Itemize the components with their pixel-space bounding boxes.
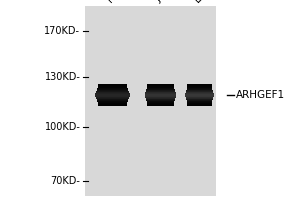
Bar <box>187 85 212 86</box>
Bar <box>145 94 176 95</box>
Bar <box>95 96 130 97</box>
Bar <box>146 91 175 92</box>
Bar <box>98 102 128 103</box>
Bar <box>97 99 128 100</box>
Bar <box>147 87 174 88</box>
Bar <box>186 91 213 92</box>
Bar <box>98 85 127 86</box>
Bar <box>98 102 128 103</box>
Bar <box>98 87 128 88</box>
Bar <box>147 104 174 105</box>
Bar <box>187 100 212 101</box>
Bar <box>96 98 129 99</box>
Bar <box>146 100 175 101</box>
Bar <box>147 86 174 87</box>
Text: HeLa: HeLa <box>105 0 131 4</box>
Text: LO2: LO2 <box>192 0 214 4</box>
Bar <box>145 93 176 94</box>
Bar <box>145 96 176 97</box>
Bar <box>186 92 213 93</box>
Bar <box>147 103 174 104</box>
Bar <box>186 98 213 99</box>
Bar <box>98 101 128 102</box>
Bar <box>146 98 176 99</box>
Bar <box>96 91 129 92</box>
Bar <box>186 90 213 91</box>
Bar <box>146 100 175 101</box>
Bar <box>147 102 174 103</box>
Bar <box>85 6 216 196</box>
Bar <box>98 86 127 87</box>
Bar <box>185 93 214 94</box>
Bar <box>187 102 212 103</box>
Bar <box>95 93 130 94</box>
Bar <box>187 104 212 105</box>
Bar <box>147 84 174 85</box>
Bar <box>95 95 130 96</box>
Bar <box>98 104 127 106</box>
Bar <box>187 89 212 90</box>
Bar <box>96 92 129 93</box>
Bar <box>187 87 212 88</box>
Bar <box>97 100 128 101</box>
Text: 100KD-: 100KD- <box>44 122 80 132</box>
Bar <box>187 100 212 101</box>
Bar <box>96 91 129 92</box>
Bar <box>187 86 212 87</box>
Bar <box>147 87 174 88</box>
Bar <box>186 91 213 92</box>
Bar <box>145 97 176 98</box>
Bar <box>145 95 176 96</box>
Bar <box>146 98 175 99</box>
Bar <box>187 84 212 85</box>
Bar <box>185 95 214 96</box>
Bar <box>146 89 175 90</box>
Bar <box>98 104 127 105</box>
Bar <box>145 93 176 94</box>
Bar <box>185 94 214 95</box>
Text: 130KD-: 130KD- <box>44 72 80 82</box>
Bar <box>187 103 212 104</box>
Bar <box>146 90 175 91</box>
Bar <box>147 101 174 102</box>
Bar <box>96 97 129 98</box>
Bar <box>95 96 130 97</box>
Bar <box>97 90 128 91</box>
Bar <box>97 89 128 90</box>
Bar <box>187 89 212 90</box>
Bar <box>97 89 128 90</box>
Bar <box>185 96 214 97</box>
Bar <box>147 104 174 106</box>
Bar <box>147 88 174 89</box>
Bar <box>187 88 212 89</box>
Bar <box>187 101 212 102</box>
Bar <box>186 99 213 100</box>
Text: Jurkat: Jurkat <box>153 0 182 4</box>
Bar <box>186 98 213 99</box>
Bar <box>98 87 128 88</box>
Bar <box>95 93 130 94</box>
Bar <box>187 87 212 88</box>
Text: 170KD-: 170KD- <box>44 26 80 36</box>
Bar <box>185 93 214 94</box>
Bar <box>98 88 128 89</box>
Bar <box>185 96 214 97</box>
Bar <box>97 100 128 101</box>
Bar <box>145 96 176 97</box>
Bar <box>187 104 212 106</box>
Bar <box>95 94 130 95</box>
Text: 70KD-: 70KD- <box>50 176 80 186</box>
Bar <box>146 99 175 100</box>
Bar <box>98 103 127 104</box>
Text: ARHGEF1: ARHGEF1 <box>236 90 285 100</box>
Bar <box>147 102 174 103</box>
Bar <box>147 85 174 86</box>
Bar <box>98 84 127 85</box>
Bar <box>186 97 213 98</box>
Bar <box>96 98 129 99</box>
Bar <box>146 89 175 90</box>
Bar <box>145 92 176 93</box>
Bar <box>146 91 176 92</box>
Bar <box>187 102 212 103</box>
